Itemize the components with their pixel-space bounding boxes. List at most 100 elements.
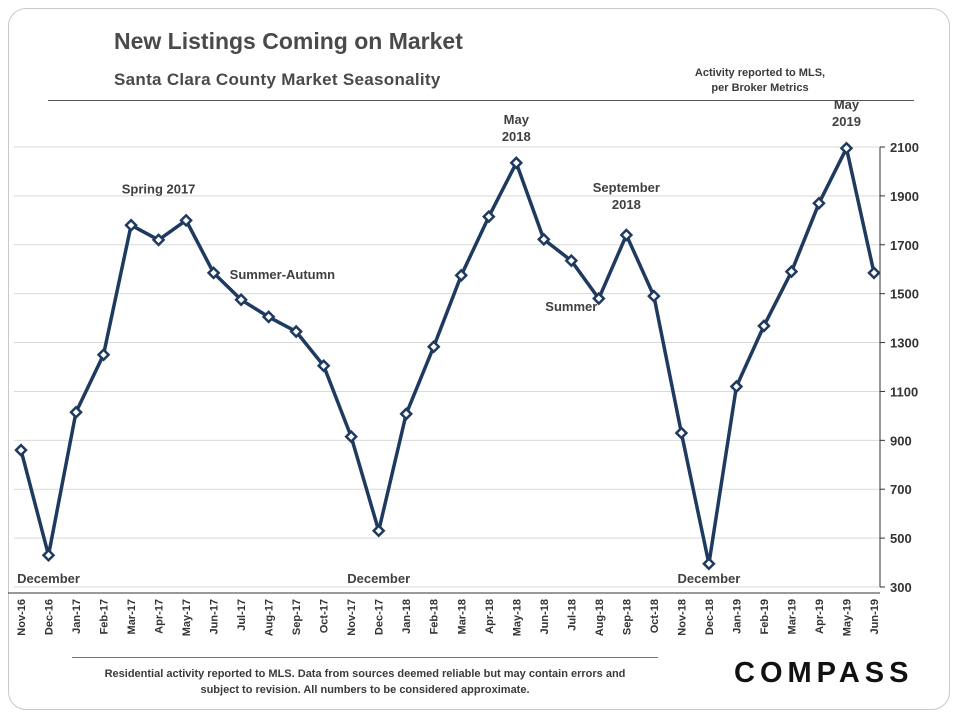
annotation-text: December — [17, 571, 80, 586]
x-tick-label: Jan-19 — [731, 599, 743, 634]
x-tick-label: Jul-17 — [236, 599, 248, 631]
x-tick-label: Jan-17 — [71, 599, 83, 634]
data-point — [69, 405, 83, 419]
annotation: May 2018 — [502, 112, 531, 144]
annotation: Summer-Autumn — [230, 267, 336, 282]
footnote-line-1: Residential activity reported to MLS. Da… — [104, 668, 626, 680]
series-new-listings — [14, 141, 881, 571]
footnote-line-2: subject to revision. All numbers to be c… — [200, 684, 530, 696]
data-point — [729, 379, 744, 394]
gridlines — [14, 146, 880, 588]
source-note-line-2: per Broker Metrics — [711, 82, 809, 94]
slide-frame — [8, 8, 950, 710]
x-tick-label: Jan-18 — [401, 599, 413, 634]
x-tick-label: Aug-18 — [594, 599, 606, 636]
x-tick-label: Jun-19 — [869, 599, 881, 634]
data-point — [124, 218, 138, 232]
annotation-text: December — [347, 571, 410, 586]
x-tick-label: May-17 — [181, 599, 193, 636]
x-tick-label: Nov-17 — [346, 599, 358, 636]
x-tick-label: Oct-17 — [319, 599, 331, 633]
annotation-text: Summer-Autumn — [230, 267, 336, 282]
data-point — [592, 291, 606, 306]
data-point — [41, 548, 56, 562]
annotation: December — [677, 571, 740, 586]
x-tick-label: Aug-17 — [264, 599, 276, 636]
annotations: December Spring 2017 Summer-Autumn December… — [17, 97, 861, 586]
data-point — [812, 196, 826, 210]
x-tick-label: Feb-17 — [99, 599, 111, 634]
data-point — [564, 253, 579, 268]
annotation: December — [17, 571, 80, 586]
source-note-line-1: Activity reported to MLS, — [694, 67, 826, 79]
data-point — [647, 289, 661, 303]
data-point — [261, 310, 276, 324]
x-tick-label: Nov-16 — [16, 599, 28, 636]
series-line — [19, 146, 876, 566]
annotation-text: December — [677, 571, 740, 586]
data-point — [371, 524, 386, 538]
x-tick-label: Apr-17 — [154, 599, 166, 634]
data-point — [619, 228, 634, 242]
data-point — [234, 293, 248, 307]
y-tick-label: 1100 — [890, 384, 918, 399]
x-tick-label: Sep-18 — [621, 599, 633, 635]
annotation-text: Spring 2017 — [122, 181, 196, 196]
annotation-text: May — [504, 112, 530, 127]
compass-logo: COMPASS — [734, 657, 914, 689]
data-point — [399, 407, 413, 421]
x-tick-label: Apr-19 — [814, 599, 826, 634]
data-point — [14, 443, 28, 457]
x-tick-label: Dec-16 — [44, 599, 56, 635]
x-tick-label: Jul-18 — [566, 599, 578, 631]
data-point — [509, 156, 524, 170]
x-tick-label: Feb-19 — [759, 599, 771, 634]
annotation: May 2019 — [832, 97, 861, 129]
x-tick-label: Dec-18 — [704, 599, 716, 635]
x-tick-label: Apr-18 — [484, 599, 496, 634]
annotation: Spring 2017 — [122, 181, 196, 196]
x-tick-label: Mar-17 — [126, 599, 138, 634]
x-tick-label: May-18 — [511, 599, 523, 636]
y-tick-label: 500 — [890, 531, 912, 546]
y-tick-label: 1500 — [890, 287, 919, 302]
x-tick-label: Mar-19 — [786, 599, 798, 634]
annotation-text: 2018 — [612, 197, 641, 212]
x-tick-label: Jun-18 — [539, 599, 551, 634]
y-tick-label: 700 — [890, 482, 912, 497]
data-point — [482, 209, 496, 224]
data-point — [867, 266, 881, 280]
y-axis: 300 500 700 900 1100 1300 1500 1700 1900 2100 — [879, 140, 919, 595]
data-point — [179, 213, 193, 228]
annotation-text: 2018 — [502, 129, 531, 144]
annotation: Summer — [545, 299, 597, 314]
x-tick-label: May-19 — [841, 599, 853, 636]
data-point — [537, 232, 551, 247]
data-point — [316, 359, 331, 373]
x-tick-label: Feb-18 — [429, 599, 441, 634]
data-point — [784, 264, 799, 279]
data-point — [454, 268, 469, 283]
y-tick-label: 2100 — [890, 140, 919, 155]
x-tick-label: Sep-17 — [291, 599, 303, 635]
data-point — [757, 319, 771, 333]
x-tick-label: Jun-17 — [209, 599, 221, 634]
footer-divider — [72, 657, 658, 658]
annotation-text: 2019 — [832, 114, 861, 129]
data-point — [702, 557, 716, 571]
x-tick-label: Nov-18 — [676, 599, 688, 636]
data-point — [96, 348, 111, 362]
chart-title: New Listings Coming on Market — [114, 28, 463, 54]
x-tick-label: Mar-18 — [456, 599, 468, 634]
x-axis: Nov-16 Dec-16 Jan-17 Feb-17 Mar-17 Apr-17 May-… — [8, 592, 881, 636]
y-tick-label: 1300 — [890, 336, 919, 351]
annotation-text: Summer — [545, 299, 597, 314]
data-point — [674, 426, 689, 440]
data-point — [426, 339, 441, 354]
annotation: September 2018 — [593, 180, 660, 212]
y-tick-label: 900 — [890, 433, 912, 448]
annotation-text: September — [593, 180, 660, 195]
y-tick-label: 1900 — [890, 189, 919, 204]
source-note: Activity reported to MLS, per Broker Met… — [660, 66, 860, 96]
